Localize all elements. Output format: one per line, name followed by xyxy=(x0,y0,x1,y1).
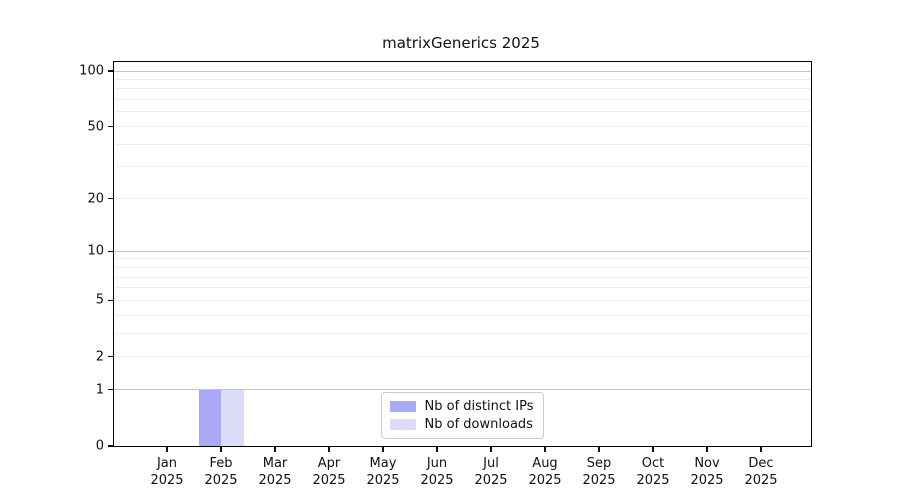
x-tick-month: Aug xyxy=(532,456,558,471)
y-gridline-minor xyxy=(114,266,811,268)
x-tick-month: Apr xyxy=(317,456,341,471)
x-tick-mark xyxy=(490,447,492,453)
x-tick-mark xyxy=(706,447,708,453)
x-tick-label: Nov 2025 xyxy=(690,455,723,489)
x-tick-mark xyxy=(274,447,276,453)
y-tick-mark xyxy=(107,250,113,252)
x-tick-mark xyxy=(544,447,546,453)
x-tick-label: Sep 2025 xyxy=(582,455,615,489)
y-gridline-minor xyxy=(114,314,811,316)
x-tick-month: Feb xyxy=(209,456,233,471)
y-gridline-minor xyxy=(114,276,811,278)
x-tick-label: Mar 2025 xyxy=(258,455,291,489)
y-gridline-minor xyxy=(114,143,811,145)
y-tick-label: 0 xyxy=(95,438,104,454)
x-tick-mark xyxy=(220,447,222,453)
x-tick-label: Jun 2025 xyxy=(420,455,453,489)
y-tick-mark xyxy=(107,299,113,301)
x-tick-mark xyxy=(760,447,762,453)
legend-entry: Nb of distinct IPs xyxy=(389,399,534,414)
x-tick-label: Aug 2025 xyxy=(528,455,561,489)
x-tick-month: Jul xyxy=(483,456,499,471)
bar xyxy=(198,389,221,446)
x-tick-year: 2025 xyxy=(204,473,238,488)
bar xyxy=(221,389,244,446)
legend-label: Nb of distinct IPs xyxy=(424,399,534,414)
x-tick-mark xyxy=(598,447,600,453)
y-tick-mark xyxy=(107,445,113,447)
y-tick-label: 5 xyxy=(95,292,104,308)
y-gridline-minor xyxy=(114,258,811,260)
x-tick-mark xyxy=(328,447,330,453)
x-tick-month: Jun xyxy=(426,456,448,471)
x-tick-month: Mar xyxy=(262,456,288,471)
x-tick-label: May 2025 xyxy=(366,455,399,489)
y-tick-mark xyxy=(107,198,113,200)
x-tick-year: 2025 xyxy=(258,473,292,488)
y-gridline-minor xyxy=(114,111,811,113)
x-tick-month: May xyxy=(369,456,397,471)
y-tick-label: 10 xyxy=(87,243,104,259)
x-tick-mark xyxy=(382,447,384,453)
legend-swatch xyxy=(389,401,416,412)
legend-label: Nb of downloads xyxy=(424,417,533,432)
x-tick-label: Oct 2025 xyxy=(636,455,669,489)
y-gridline-minor xyxy=(114,88,811,90)
x-tick-label: Jul 2025 xyxy=(474,455,507,489)
y-gridline-minor xyxy=(114,78,811,80)
x-tick-year: 2025 xyxy=(420,473,454,488)
legend-swatch xyxy=(389,419,416,430)
y-tick-label: 2 xyxy=(95,349,104,365)
y-tick-mark xyxy=(107,125,113,128)
legend-entry: Nb of downloads xyxy=(389,417,534,432)
legend: Nb of distinct IPs Nb of downloads xyxy=(380,392,545,439)
y-tick-label: 1 xyxy=(95,382,104,398)
x-tick-mark xyxy=(652,447,654,453)
y-gridline-minor xyxy=(114,356,811,358)
x-tick-label: Dec 2025 xyxy=(744,455,777,489)
y-gridline-minor xyxy=(114,332,811,334)
x-tick-year: 2025 xyxy=(312,473,346,488)
x-tick-label: Feb 2025 xyxy=(204,455,237,489)
x-tick-year: 2025 xyxy=(582,473,616,488)
x-tick-year: 2025 xyxy=(366,473,400,488)
y-gridline-minor xyxy=(114,287,811,289)
y-gridline-major xyxy=(114,389,811,391)
y-gridline-minor xyxy=(114,299,811,301)
y-gridline-minor xyxy=(114,166,811,168)
y-gridline-major xyxy=(114,250,811,252)
x-tick-label: Apr 2025 xyxy=(312,455,345,489)
y-gridline-minor xyxy=(114,198,811,200)
x-tick-month: Jan xyxy=(156,456,178,471)
y-gridline-minor xyxy=(114,99,811,101)
x-tick-year: 2025 xyxy=(690,473,724,488)
x-tick-year: 2025 xyxy=(744,473,778,488)
x-tick-month: Sep xyxy=(586,456,612,471)
x-tick-year: 2025 xyxy=(528,473,562,488)
y-tick-mark xyxy=(107,70,113,72)
x-tick-year: 2025 xyxy=(636,473,670,488)
y-tick-label: 20 xyxy=(87,191,104,207)
y-gridline-minor xyxy=(114,126,811,128)
y-tick-mark xyxy=(107,356,113,358)
y-gridline-major xyxy=(114,70,811,72)
plot-area: 0 1 2 5 10 20 50 100 Jan 2025 Feb 2025 Mar 2025 Apr 202… xyxy=(79,61,812,488)
x-tick-year: 2025 xyxy=(150,473,184,488)
x-tick-month: Nov xyxy=(694,456,720,471)
x-tick-mark xyxy=(166,447,168,453)
x-tick-month: Dec xyxy=(748,456,774,471)
x-tick-month: Oct xyxy=(641,456,665,471)
y-tick-mark xyxy=(107,389,113,391)
x-tick-label: Jan 2025 xyxy=(150,455,183,489)
x-tick-year: 2025 xyxy=(474,473,508,488)
y-tick-label: 50 xyxy=(87,119,104,135)
y-tick-label: 100 xyxy=(79,63,104,79)
x-tick-mark xyxy=(436,447,438,453)
chart-title: matrixGenerics 2025 xyxy=(382,34,540,52)
